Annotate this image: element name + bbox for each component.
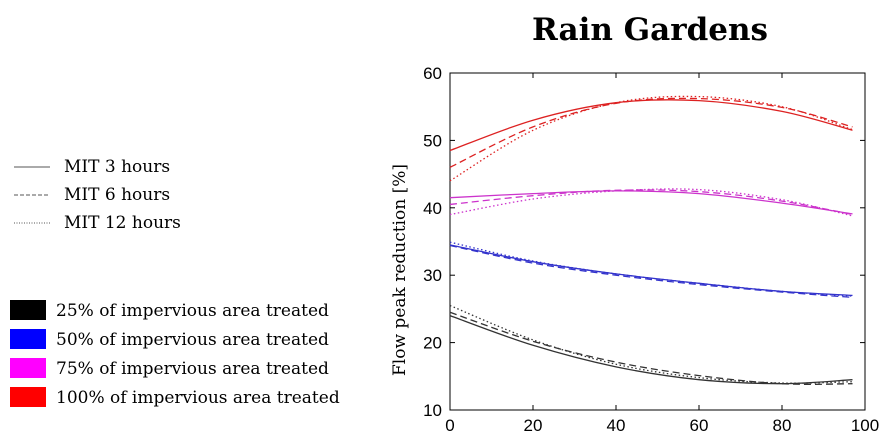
x-tick-label: 100 [851, 416, 879, 435]
x-tick-label: 80 [773, 416, 792, 435]
series-line-9 [449, 99, 853, 152]
legend-style-label: MIT 3 hours [64, 157, 170, 177]
legend-color-swatch [10, 387, 46, 407]
y-tick-label: 10 [423, 401, 442, 420]
legend-style-label: MIT 6 hours [64, 185, 170, 205]
color-legend: 25% of impervious area treated 50% of imp… [10, 300, 340, 408]
legend-color-label: 75% of impervious area treated [56, 359, 329, 379]
legend-color-swatch [10, 329, 46, 349]
series-line-5 [449, 241, 853, 297]
series-line-0 [449, 315, 853, 385]
x-axis: 0 20 40 60 80 100 [445, 73, 879, 435]
series-line-4 [449, 244, 853, 299]
line-style-legend: MIT 3 hours MIT 6 hours MIT 12 hours [14, 157, 181, 233]
y-axis-label: Flow peak reduction [%] [390, 164, 410, 376]
chart-title: Rain Gardens [532, 12, 768, 48]
series-line-2 [449, 304, 853, 384]
x-tick-label: 20 [524, 416, 543, 435]
plot-area: 0 20 40 60 80 100 10 20 30 40 50 60 [423, 64, 879, 435]
y-tick-label: 20 [423, 334, 442, 353]
plot-frame [449, 72, 866, 411]
legend-color-label: 100% of impervious area treated [56, 388, 340, 408]
series-line-3 [449, 244, 853, 297]
series-line-1 [449, 311, 853, 385]
y-tick-label: 30 [423, 266, 442, 285]
x-tick-label: 0 [445, 416, 454, 435]
y-tick-label: 60 [423, 64, 442, 83]
series-line-6 [449, 190, 853, 215]
series-line-10 [449, 97, 853, 168]
legend-color-label: 25% of impervious area treated [56, 301, 329, 321]
legend-color-swatch [10, 358, 46, 378]
legend-color-swatch [10, 300, 46, 320]
series-line-7 [449, 189, 853, 216]
series-lines [449, 95, 853, 385]
x-tick-label: 60 [690, 416, 709, 435]
legend-style-label: MIT 12 hours [64, 213, 181, 233]
y-axis: 10 20 30 40 50 60 [423, 64, 865, 420]
y-tick-label: 50 [423, 131, 442, 150]
y-tick-label: 40 [423, 199, 442, 218]
legend-color-label: 50% of impervious area treated [56, 330, 329, 350]
x-tick-label: 40 [607, 416, 626, 435]
series-line-8 [449, 188, 853, 217]
